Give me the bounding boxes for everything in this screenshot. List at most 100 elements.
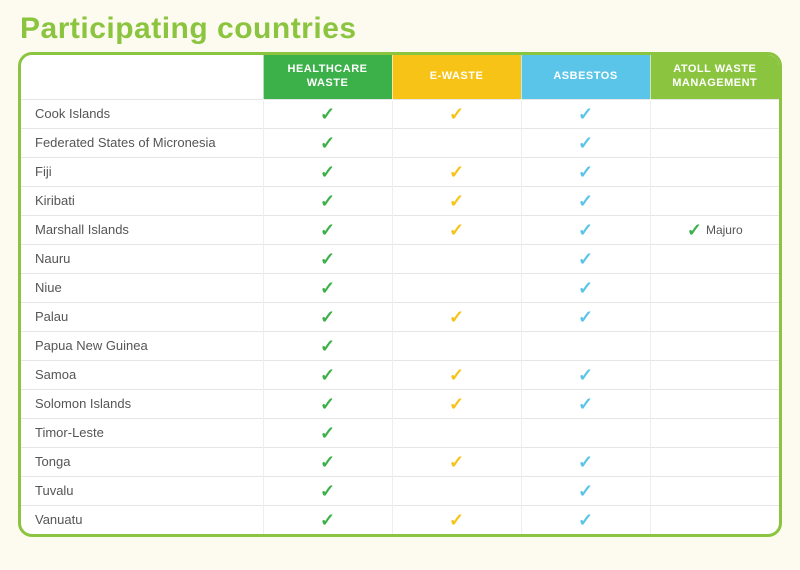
check-icon: ✓ [578, 221, 593, 239]
table-body: Cook Islands ✓ ✓ ✓ Federated States of Micro… [21, 99, 779, 534]
check-icon: ✓ [320, 337, 335, 355]
check-icon: ✓ [320, 395, 335, 413]
cell-atoll [650, 99, 779, 128]
column-head-atoll: ATOLL WASTE MANAGEMENT [650, 55, 779, 99]
column-head-healthcare: HEALTHCARE WASTE [263, 55, 392, 99]
cell-healthcare: ✓ [263, 360, 392, 389]
cell-healthcare: ✓ [263, 215, 392, 244]
cell-asbestos [521, 331, 650, 360]
cell-atoll [650, 389, 779, 418]
country-cell: Vanuatu [21, 505, 263, 534]
country-cell: Samoa [21, 360, 263, 389]
cell-ewaste [392, 418, 521, 447]
table-row: Papua New Guinea✓ [21, 331, 779, 360]
check-icon: ✓ [578, 482, 593, 500]
check-icon: ✓ [320, 105, 335, 123]
check-icon: ✓ [578, 250, 593, 268]
table-row: Palau✓✓✓ [21, 302, 779, 331]
cell-ewaste: ✓ [392, 302, 521, 331]
table-row: Tuvalu✓✓ [21, 476, 779, 505]
check-icon: ✓ [320, 482, 335, 500]
table-row: Kiribati ✓ ✓ ✓ [21, 186, 779, 215]
cell-asbestos: ✓ [521, 360, 650, 389]
cell-ewaste [392, 244, 521, 273]
country-cell: Solomon Islands [21, 389, 263, 418]
country-cell: Timor-Leste [21, 418, 263, 447]
cell-note: Majuro [706, 223, 743, 237]
cell-atoll [650, 476, 779, 505]
cell-asbestos: ✓ [521, 505, 650, 534]
cell-ewaste: ✓ [392, 447, 521, 476]
cell-healthcare: ✓ [263, 389, 392, 418]
cell-healthcare: ✓ [263, 128, 392, 157]
cell-healthcare: ✓ [263, 447, 392, 476]
table-row: Cook Islands✓✓✓ [21, 99, 779, 128]
cell-ewaste [392, 128, 521, 157]
cell-asbestos: ✓ [521, 215, 650, 244]
check-icon: ✓ [449, 163, 464, 181]
cell-ewaste: ✓ [392, 157, 521, 186]
cell-ewaste: ✓ [392, 505, 521, 534]
cell-healthcare: ✓ [263, 331, 392, 360]
check-icon: ✓ [320, 163, 335, 181]
cell-healthcare: ✓ [263, 418, 392, 447]
country-cell: Tonga [21, 447, 263, 476]
cell-asbestos: ✓ [521, 273, 650, 302]
check-icon: ✓ [449, 511, 464, 529]
column-head-asbestos: ASBESTOS [521, 55, 650, 99]
cell-ewaste [392, 331, 521, 360]
check-icon: ✓ [449, 395, 464, 413]
cell-healthcare: ✓ [263, 244, 392, 273]
cell-healthcare: ✓ [263, 186, 392, 215]
cell-atoll [650, 505, 779, 534]
cell-healthcare: ✓ [263, 476, 392, 505]
check-icon: ✓ [578, 453, 593, 471]
check-icon: ✓ [578, 192, 593, 210]
cell-atoll [650, 360, 779, 389]
check-icon: ✓ [320, 366, 335, 384]
cell-healthcare: ✓ [263, 157, 392, 186]
check-icon: ✓ [320, 221, 335, 239]
check-icon: ✓ [578, 279, 593, 297]
cell-asbestos: ✓ [521, 128, 650, 157]
cell-asbestos: ✓ [521, 476, 650, 505]
check-icon: ✓ [578, 366, 593, 384]
cell-asbestos [521, 418, 650, 447]
check-icon: ✓ [578, 511, 593, 529]
table-row: Vanuatu✓✓✓ [21, 505, 779, 534]
cell-ewaste [392, 273, 521, 302]
cell-atoll [650, 273, 779, 302]
check-icon: ✓ [320, 424, 335, 442]
check-icon: ✓ [578, 308, 593, 326]
cell-ewaste: ✓ [392, 389, 521, 418]
cell-asbestos: ✓ [521, 389, 650, 418]
check-icon: ✓ [578, 134, 593, 152]
check-icon: ✓ [320, 250, 335, 268]
cell-atoll [650, 418, 779, 447]
check-icon: ✓ [449, 453, 464, 471]
country-cell: Niue [21, 273, 263, 302]
cell-asbestos: ✓ [521, 244, 650, 273]
country-cell: Cook Islands [21, 99, 263, 128]
country-cell: Federated States of Micronesia [21, 128, 263, 157]
cell-atoll [650, 244, 779, 273]
check-icon: ✓ [320, 134, 335, 152]
check-icon: ✓ [449, 366, 464, 384]
check-icon: ✓ [687, 221, 702, 239]
check-icon: ✓ [578, 163, 593, 181]
cell-atoll [650, 447, 779, 476]
cell-ewaste: ✓ [392, 360, 521, 389]
cell-atoll [650, 331, 779, 360]
cell-ewaste [392, 476, 521, 505]
cell-atoll [650, 302, 779, 331]
participating-countries-table: HEALTHCARE WASTEE-WASTEASBESTOSATOLL WAS… [21, 55, 779, 534]
cell-ewaste: ✓ [392, 99, 521, 128]
country-cell: Kiribati [21, 186, 263, 215]
cell-atoll: ✓ Majuro [650, 215, 779, 244]
table-row: Samoa ✓ ✓ ✓ [21, 360, 779, 389]
cell-healthcare: ✓ [263, 273, 392, 302]
cell-ewaste: ✓ [392, 186, 521, 215]
table-row: Tonga✓✓✓ [21, 447, 779, 476]
table-header-row: HEALTHCARE WASTEE-WASTEASBESTOSATOLL WAS… [21, 55, 779, 99]
check-icon: ✓ [320, 192, 335, 210]
